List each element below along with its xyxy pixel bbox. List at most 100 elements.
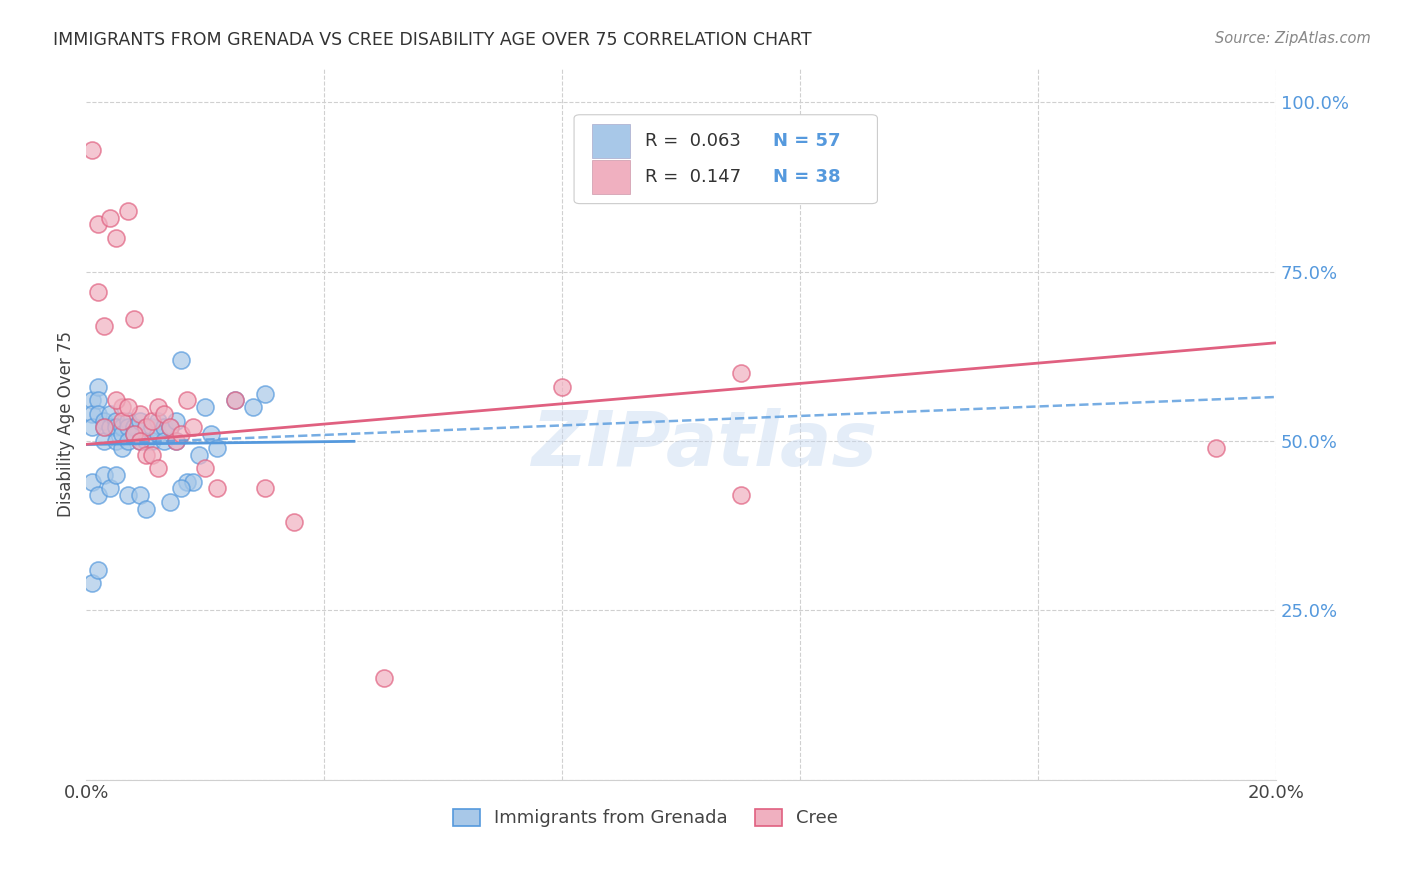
Point <box>159 495 181 509</box>
Point <box>159 420 181 434</box>
Point <box>82 393 104 408</box>
Point <box>135 448 157 462</box>
Point <box>111 427 134 442</box>
Point <box>194 400 217 414</box>
Point <box>146 400 169 414</box>
Point <box>135 420 157 434</box>
Point <box>117 203 139 218</box>
Point <box>111 420 134 434</box>
Text: N = 57: N = 57 <box>773 132 841 150</box>
Point <box>117 400 139 414</box>
Point <box>176 393 198 408</box>
Point <box>82 143 104 157</box>
Point <box>188 448 211 462</box>
Point <box>183 475 205 489</box>
Point <box>105 420 128 434</box>
Point <box>146 414 169 428</box>
Point <box>242 400 264 414</box>
Point <box>141 420 163 434</box>
Point <box>122 420 145 434</box>
Point <box>105 467 128 482</box>
Point <box>200 427 222 442</box>
Point <box>128 414 150 428</box>
Point <box>194 461 217 475</box>
Point <box>93 434 115 448</box>
FancyBboxPatch shape <box>574 115 877 203</box>
Point <box>176 475 198 489</box>
Point <box>224 393 246 408</box>
Point <box>87 563 110 577</box>
Point <box>93 420 115 434</box>
Point <box>135 501 157 516</box>
Point <box>87 285 110 299</box>
Point <box>205 482 228 496</box>
Point <box>152 407 174 421</box>
Point <box>117 414 139 428</box>
Point <box>141 414 163 428</box>
Point <box>165 414 187 428</box>
Point <box>105 231 128 245</box>
Point <box>87 217 110 231</box>
Text: ZIPatlas: ZIPatlas <box>531 409 877 483</box>
Point <box>93 467 115 482</box>
Text: Source: ZipAtlas.com: Source: ZipAtlas.com <box>1215 31 1371 46</box>
Point <box>87 407 110 421</box>
Point <box>373 671 395 685</box>
Point <box>98 482 121 496</box>
Point <box>170 352 193 367</box>
Point <box>122 312 145 326</box>
Point <box>93 318 115 333</box>
Point <box>82 475 104 489</box>
Point <box>111 400 134 414</box>
Point <box>128 488 150 502</box>
Point <box>93 420 115 434</box>
Point <box>283 515 305 529</box>
Point <box>98 420 121 434</box>
Point <box>117 434 139 448</box>
FancyBboxPatch shape <box>592 160 630 194</box>
Y-axis label: Disability Age Over 75: Disability Age Over 75 <box>58 331 75 517</box>
Point <box>128 407 150 421</box>
Point <box>105 393 128 408</box>
Point <box>105 434 128 448</box>
Point <box>87 380 110 394</box>
Point <box>93 414 115 428</box>
Point <box>730 366 752 380</box>
Point <box>128 434 150 448</box>
Point <box>82 576 104 591</box>
Text: R =  0.147: R = 0.147 <box>645 168 741 186</box>
Point <box>152 420 174 434</box>
Point <box>117 420 139 434</box>
Point <box>98 211 121 225</box>
Point <box>111 414 134 428</box>
Text: N = 38: N = 38 <box>773 168 841 186</box>
Point <box>82 420 104 434</box>
Point <box>98 407 121 421</box>
Point <box>87 393 110 408</box>
Point <box>152 434 174 448</box>
Point <box>224 393 246 408</box>
Point <box>183 420 205 434</box>
Text: R =  0.063: R = 0.063 <box>645 132 741 150</box>
Point <box>105 414 128 428</box>
Point <box>165 434 187 448</box>
Point <box>146 461 169 475</box>
Point <box>159 420 181 434</box>
Point <box>122 427 145 442</box>
Point <box>117 488 139 502</box>
Point <box>87 488 110 502</box>
Point <box>253 386 276 401</box>
Point <box>122 427 145 442</box>
Point <box>146 427 169 442</box>
Point <box>135 434 157 448</box>
Point <box>253 482 276 496</box>
FancyBboxPatch shape <box>592 124 630 158</box>
Point <box>205 441 228 455</box>
Point <box>730 488 752 502</box>
Text: IMMIGRANTS FROM GRENADA VS CREE DISABILITY AGE OVER 75 CORRELATION CHART: IMMIGRANTS FROM GRENADA VS CREE DISABILI… <box>53 31 813 49</box>
Point <box>82 407 104 421</box>
Point <box>165 434 187 448</box>
Point <box>170 482 193 496</box>
Point <box>170 427 193 442</box>
Point <box>111 441 134 455</box>
